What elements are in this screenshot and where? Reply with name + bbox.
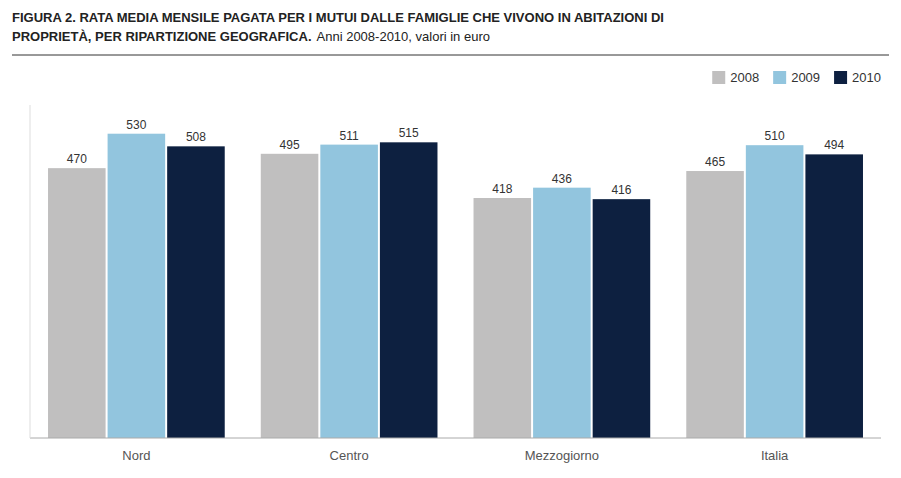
y-axis [30,105,31,438]
bar [593,199,651,438]
data-label: 416 [611,183,631,197]
data-label: 470 [67,152,87,166]
chart: FIGURA 2. RATA MEDIA MENSILE PAGATA PER … [0,0,901,478]
legend-swatch [712,71,725,84]
bar [686,171,744,438]
legend-label: 2008 [730,70,759,85]
data-label: 530 [126,118,146,132]
data-labels: 470 495 418 465 530 511 436 510 508 515 416 494 [67,118,845,197]
bar [533,188,591,438]
bar [167,146,225,438]
bar [261,154,319,438]
data-label: 465 [705,155,725,169]
bar [48,168,106,438]
data-label: 418 [492,182,512,196]
bar [380,142,438,438]
data-label: 494 [824,138,844,152]
data-label: 495 [280,138,300,152]
legend-swatch [834,71,847,84]
x-axis [30,438,881,439]
title: FIGURA 2. RATA MEDIA MENSILE PAGATA PER … [12,10,664,25]
data-label: 510 [765,129,785,143]
separator [12,55,889,56]
subtitle: Anni 2008-2010, valori in euro [317,29,490,44]
bar [108,134,166,438]
data-label: 511 [340,129,359,143]
x-tick-label: Centro [330,448,369,463]
title: PROPRIETÀ, PER RIPARTIZIONE GEOGRAFICA. [12,29,312,44]
bar [805,154,863,438]
legend: 2008 2009 2010 [712,70,881,85]
bar [474,198,532,438]
data-label: 515 [399,126,419,140]
data-label: 508 [186,130,206,144]
x-tick-label: Mezzogiorno [525,448,599,463]
bar [746,145,804,438]
x-tick-label: Nord [122,448,150,463]
bar [320,145,378,438]
legend-swatch [773,71,786,84]
legend-label: 2009 [791,70,820,85]
x-tick-label: Italia [761,448,789,463]
data-label: 436 [552,172,572,186]
bars [48,134,863,438]
legend-label: 2010 [852,70,881,85]
